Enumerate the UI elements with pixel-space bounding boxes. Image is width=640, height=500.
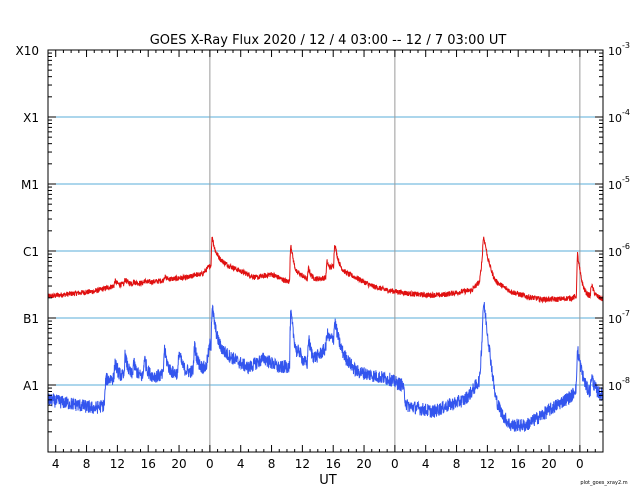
x-tick-label: 20 — [171, 457, 186, 471]
x-tick-label: 16 — [511, 457, 526, 471]
x-tick-label: 0 — [391, 457, 399, 471]
footer-note: plot_goes_xray2.m — [580, 480, 627, 486]
y-left-label: B1 — [23, 312, 39, 326]
y-right-label: 10-4 — [608, 108, 630, 125]
chart-title: GOES X-Ray Flux 2020 / 12 / 4 03:00 -- 1… — [150, 33, 507, 48]
y-left-label: A1 — [23, 379, 39, 393]
y-right-label: 10-6 — [608, 242, 630, 259]
x-tick-label: 4 — [52, 457, 60, 471]
x-tick-label: 12 — [295, 457, 310, 471]
flux-series-line — [47, 302, 604, 433]
x-tick-label: 8 — [453, 457, 461, 471]
x-tick-label: 20 — [541, 457, 556, 471]
y-right-label: 10-3 — [608, 41, 630, 58]
y-right-label: 10-8 — [608, 376, 630, 393]
y-left-label: C1 — [23, 245, 39, 259]
x-tick-label: 16 — [326, 457, 341, 471]
tick-labels: 4 8 12 16 20 0 4 8 12 16 20 0 4 8 12 16 20 0 A1 B1 C1 M1 X1 X10… — [16, 41, 630, 471]
y-left-label: M1 — [21, 178, 39, 192]
y-left-label: X1 — [23, 111, 39, 125]
y-left-label: X10 — [16, 44, 40, 58]
x-tick-label: 0 — [576, 457, 584, 471]
x-tick-label: 4 — [422, 457, 430, 471]
y-right-label: 10-7 — [608, 309, 630, 326]
grid-lines — [48, 50, 603, 452]
x-tick-label: 20 — [356, 457, 371, 471]
x-tick-label: 8 — [83, 457, 91, 471]
y-right-label: 10-5 — [608, 175, 630, 192]
x-tick-label: 12 — [110, 457, 125, 471]
flux-series-line — [47, 236, 604, 304]
x-tick-label: 0 — [206, 457, 214, 471]
series-layer — [47, 236, 604, 433]
tick-marks — [47, 50, 604, 453]
x-axis-label: UT — [319, 473, 337, 488]
x-tick-label: 8 — [268, 457, 276, 471]
x-tick-label: 16 — [141, 457, 156, 471]
x-tick-label: 12 — [480, 457, 495, 471]
x-tick-label: 4 — [237, 457, 245, 471]
